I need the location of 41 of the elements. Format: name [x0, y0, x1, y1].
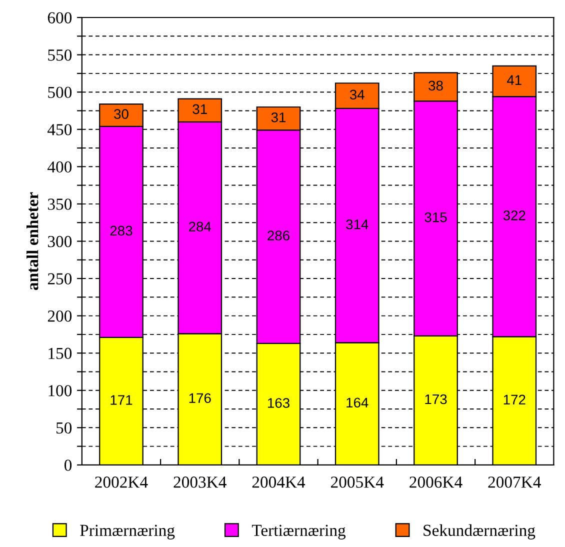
y-tick-label: 500 [48, 86, 72, 98]
data-label: 30 [114, 109, 128, 119]
data-label: 283 [110, 226, 132, 236]
y-tick-label: 300 [48, 236, 72, 248]
data-label: 286 [268, 230, 290, 240]
y-tick-label: 100 [48, 385, 72, 396]
data-label: 164 [346, 398, 368, 408]
data-label: 31 [271, 112, 286, 122]
y-axis-title: antall enheter [26, 192, 38, 290]
y-tick-label: 250 [48, 273, 72, 284]
y-tick-label: 0 [64, 460, 72, 471]
data-label: 176 [189, 393, 211, 404]
y-tick-label: 200 [48, 310, 72, 322]
x-tick-label: 2004K4 [252, 476, 306, 488]
x-tick-label: 2002K4 [95, 476, 148, 488]
x-tick-label: 2006K4 [410, 476, 462, 488]
y-tick-label: 50 [56, 422, 72, 434]
y-tick-label: 600 [48, 12, 72, 24]
data-label: 284 [188, 222, 212, 232]
data-label: 163 [268, 398, 290, 408]
legend-label: Tertiærnæring [252, 524, 346, 540]
data-label: 31 [192, 104, 207, 114]
y-tick-label: 450 [48, 124, 72, 136]
y-tick-label: 150 [48, 348, 72, 360]
data-label: 314 [346, 219, 368, 230]
data-label: 322 [503, 210, 526, 220]
data-label: 41 [506, 75, 522, 85]
y-tick-label: 350 [48, 198, 72, 210]
data-label: 315 [424, 212, 447, 222]
legend-label: Sekundærnæring [424, 524, 536, 540]
x-tick-label: 2005K4 [331, 476, 384, 488]
legend-label: Primærnæring [80, 524, 175, 540]
data-label: 173 [425, 394, 447, 404]
data-label: 34 [350, 90, 364, 100]
data-label: 171 [110, 395, 132, 405]
x-tick-label: 2007K4 [488, 476, 541, 488]
data-label: 38 [428, 80, 443, 91]
y-tick-label: 550 [48, 49, 72, 61]
x-tick-label: 2003K4 [174, 476, 226, 488]
y-tick-label: 400 [48, 161, 72, 173]
data-label: 172 [504, 394, 526, 404]
